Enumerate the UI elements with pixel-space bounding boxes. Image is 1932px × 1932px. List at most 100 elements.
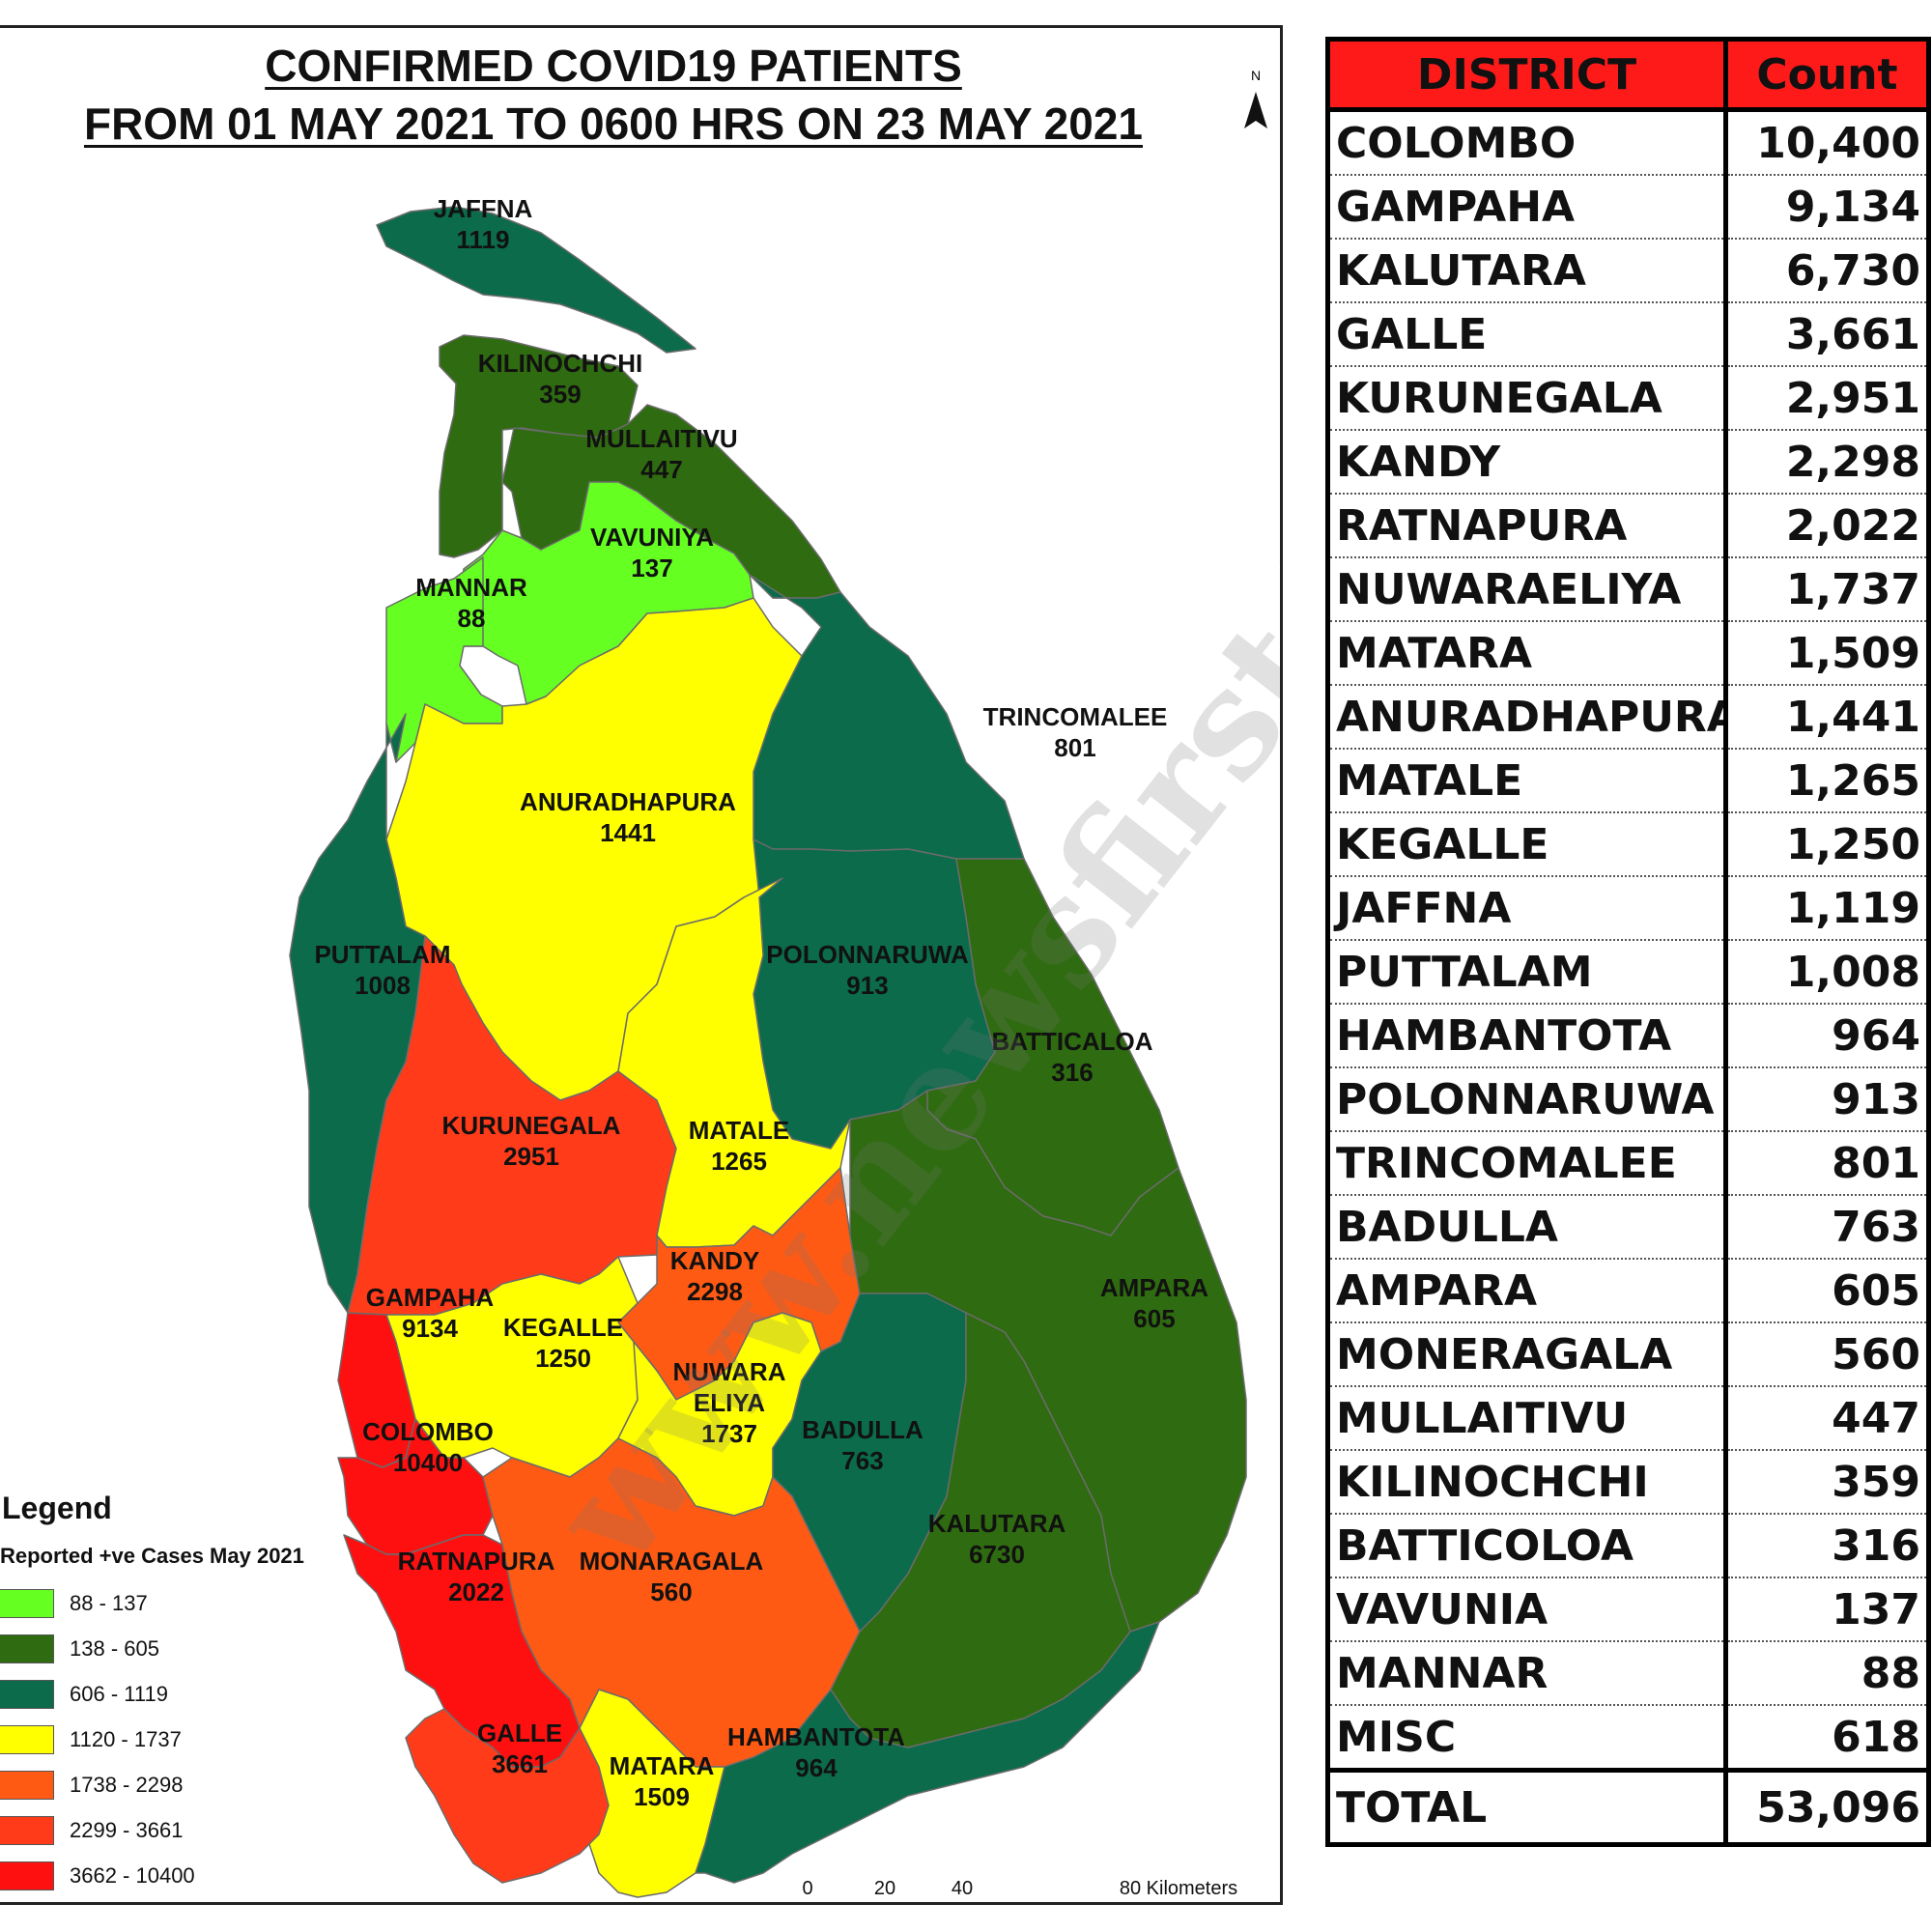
district-count: 10400 bbox=[393, 1448, 463, 1477]
table-row: GAMPAHA 9,134 bbox=[1325, 175, 1931, 240]
legend-swatch bbox=[0, 1724, 54, 1754]
table-row: MATALE 1,265 bbox=[1325, 749, 1931, 813]
district-count: 137 bbox=[631, 554, 672, 582]
count-cell: 763 bbox=[1723, 1195, 1931, 1260]
total-label-cell: TOTAL bbox=[1325, 1768, 1728, 1847]
district-count: 316 bbox=[1051, 1058, 1093, 1087]
district-count-table: DISTRICT Count COLOMBO 10,400 GAMPAHA 9,134… bbox=[1325, 37, 1931, 1847]
legend-subtitle: Reported +ve Cases May 2021 bbox=[0, 1544, 304, 1568]
table-row: BADULLA 763 bbox=[1325, 1195, 1931, 1260]
scale-tick-0: 0 bbox=[802, 1879, 812, 1899]
district-name: JAFFNA bbox=[434, 194, 533, 223]
table-row: MATARA 1,509 bbox=[1325, 621, 1931, 686]
table-row: MULLAITIVU 447 bbox=[1325, 1386, 1931, 1451]
district-cell: NUWARAELIYA bbox=[1325, 557, 1728, 622]
district-name: PUTTALAM bbox=[314, 940, 450, 969]
district-count: 763 bbox=[841, 1446, 883, 1475]
district-cell: BADULLA bbox=[1325, 1195, 1728, 1260]
district-name: MANNAR bbox=[415, 573, 527, 602]
district-cell: MISC bbox=[1325, 1705, 1728, 1773]
district-mannar bbox=[385, 556, 503, 763]
district-cell: KILINOCHCHI bbox=[1325, 1450, 1728, 1515]
legend: Legend Reported +ve Cases May 2021 88 - … bbox=[0, 1491, 367, 1898]
district-name: COLOMBO bbox=[362, 1417, 494, 1446]
table-row: TRINCOMALEE 801 bbox=[1325, 1131, 1931, 1196]
count-cell: 801 bbox=[1723, 1131, 1931, 1196]
table-row: KALUTARA 6,730 bbox=[1325, 239, 1931, 303]
district-count: 1737 bbox=[701, 1419, 757, 1448]
count-cell: 913 bbox=[1723, 1067, 1931, 1132]
table-row: KEGALLE 1,250 bbox=[1325, 812, 1931, 877]
legend-item: 1120 - 1737 bbox=[0, 1717, 367, 1762]
legend-label: 3662 - 10400 bbox=[70, 1862, 195, 1888]
district-name: TRINCOMALEE bbox=[983, 702, 1168, 731]
legend-item: 3662 - 10400 bbox=[0, 1853, 367, 1898]
district-name: BATTICALOA bbox=[991, 1027, 1152, 1056]
district-cell: KANDY bbox=[1325, 430, 1728, 495]
legend-swatch bbox=[0, 1815, 54, 1845]
district-name: ANURADHAPURA bbox=[520, 787, 736, 816]
table-row: ANURADHAPURA 1,441 bbox=[1325, 685, 1931, 750]
scale-tick-20: 20 bbox=[874, 1879, 895, 1899]
table-row: JAFFNA 1,119 bbox=[1325, 876, 1931, 941]
district-count: 964 bbox=[795, 1753, 838, 1782]
count-cell: 1,119 bbox=[1723, 876, 1931, 941]
district-name: KALUTARA bbox=[928, 1509, 1066, 1538]
district-cell: COLOMBO bbox=[1325, 109, 1728, 176]
legend-swatch bbox=[0, 1588, 54, 1618]
district-count: 88 bbox=[458, 604, 486, 633]
district-count: 1509 bbox=[634, 1782, 690, 1811]
district-count: 6730 bbox=[969, 1540, 1025, 1569]
table-row: COLOMBO 10,400 bbox=[1325, 109, 1931, 176]
header-district: DISTRICT bbox=[1325, 37, 1728, 112]
north-label: N bbox=[1251, 68, 1261, 83]
district-name: NUWARA bbox=[673, 1357, 786, 1386]
count-cell: 3,661 bbox=[1723, 302, 1931, 367]
district-count: 605 bbox=[1133, 1304, 1175, 1333]
table-row: GALLE 3,661 bbox=[1325, 302, 1931, 367]
count-cell: 1,008 bbox=[1723, 940, 1931, 1005]
legend-swatch bbox=[0, 1770, 54, 1800]
map-panel: JAFFNA 1119 KILINOCHCHI 359 MULLAITIVU 447 VAV… bbox=[0, 25, 1283, 1905]
table-row: KANDY 2,298 bbox=[1325, 430, 1931, 495]
count-cell: 9,134 bbox=[1723, 175, 1931, 240]
district-name: RATNAPURA bbox=[398, 1547, 555, 1576]
district-count: 1250 bbox=[535, 1344, 591, 1373]
table-row: NUWARAELIYA 1,737 bbox=[1325, 557, 1931, 622]
count-cell: 6,730 bbox=[1723, 239, 1931, 303]
table-row: MANNAR 88 bbox=[1325, 1641, 1931, 1706]
district-cell: MULLAITIVU bbox=[1325, 1386, 1728, 1451]
count-cell: 359 bbox=[1723, 1450, 1931, 1515]
legend-label: 138 - 605 bbox=[70, 1635, 159, 1661]
district-cell: HAMBANTOTA bbox=[1325, 1004, 1728, 1068]
district-jaffna bbox=[376, 206, 696, 354]
scale-tick-40: 40 bbox=[952, 1879, 973, 1899]
district-cell: GALLE bbox=[1325, 302, 1728, 367]
legend-label: 1738 - 2298 bbox=[70, 1772, 184, 1797]
table-row: POLONNARUWA 913 bbox=[1325, 1067, 1931, 1132]
table-row: PUTTALAM 1,008 bbox=[1325, 940, 1931, 1005]
district-name: VAVUNIYA bbox=[590, 523, 714, 552]
district-kilinochchi bbox=[439, 334, 639, 558]
district-count: 359 bbox=[539, 380, 581, 409]
district-name: POLONNARUWA bbox=[766, 940, 969, 969]
district-name: KANDY bbox=[670, 1246, 759, 1275]
district-cell: RATNAPURA bbox=[1325, 494, 1728, 558]
table-header-row: DISTRICT Count bbox=[1325, 37, 1931, 112]
district-count: 1008 bbox=[355, 971, 411, 1000]
count-cell: 1,509 bbox=[1723, 621, 1931, 686]
table-row: KURUNEGALA 2,951 bbox=[1325, 366, 1931, 431]
